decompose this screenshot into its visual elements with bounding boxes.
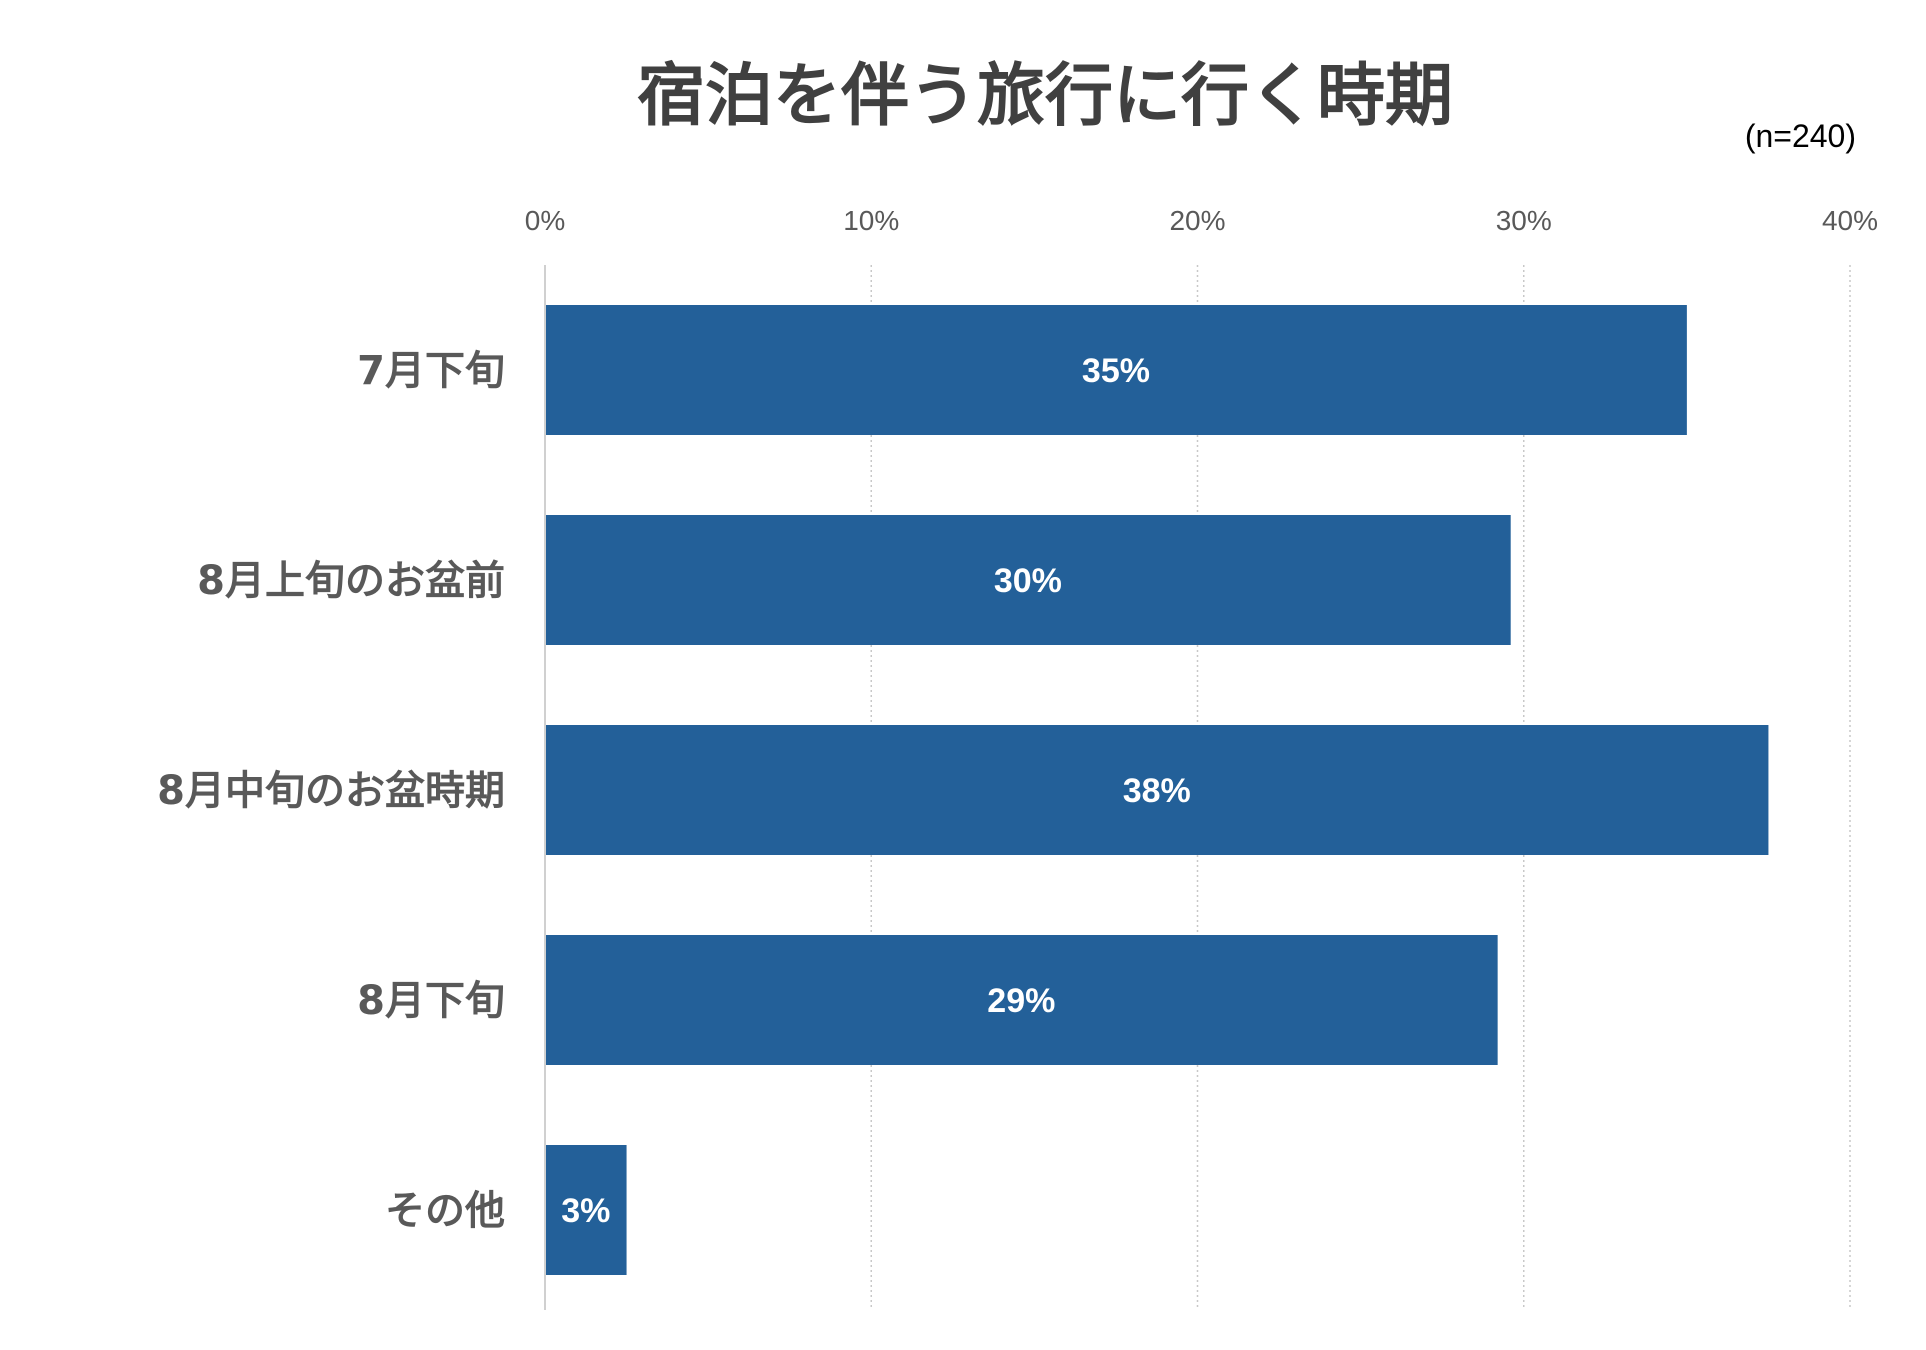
data-label: 38% [1123, 772, 1191, 810]
category-label: 8月上旬のお盆前 [197, 558, 505, 604]
bar [546, 1145, 627, 1275]
data-label: 3% [561, 1192, 610, 1230]
bar [546, 305, 1687, 435]
x-tick-label: 40% [1822, 205, 1878, 236]
data-label: 35% [1082, 352, 1150, 390]
data-label: 30% [994, 562, 1062, 600]
x-tick-label: 10% [843, 205, 899, 236]
category-label: 8月下旬 [357, 978, 505, 1024]
x-tick-label: 20% [1169, 205, 1225, 236]
data-label: 29% [987, 982, 1055, 1020]
bar [546, 515, 1511, 645]
category-label: 7月下旬 [357, 348, 505, 394]
sample-size-note: (n=240) [1744, 118, 1856, 154]
category-label: 8月中旬のお盆時期 [157, 768, 505, 814]
bar [546, 935, 1498, 1065]
chart-title: 宿泊を伴う旅行に行く時期 [636, 57, 1453, 136]
category-label: その他 [385, 1188, 505, 1234]
x-tick-label: 30% [1496, 205, 1552, 236]
x-tick-label: 0% [525, 205, 565, 236]
bar [546, 725, 1769, 855]
